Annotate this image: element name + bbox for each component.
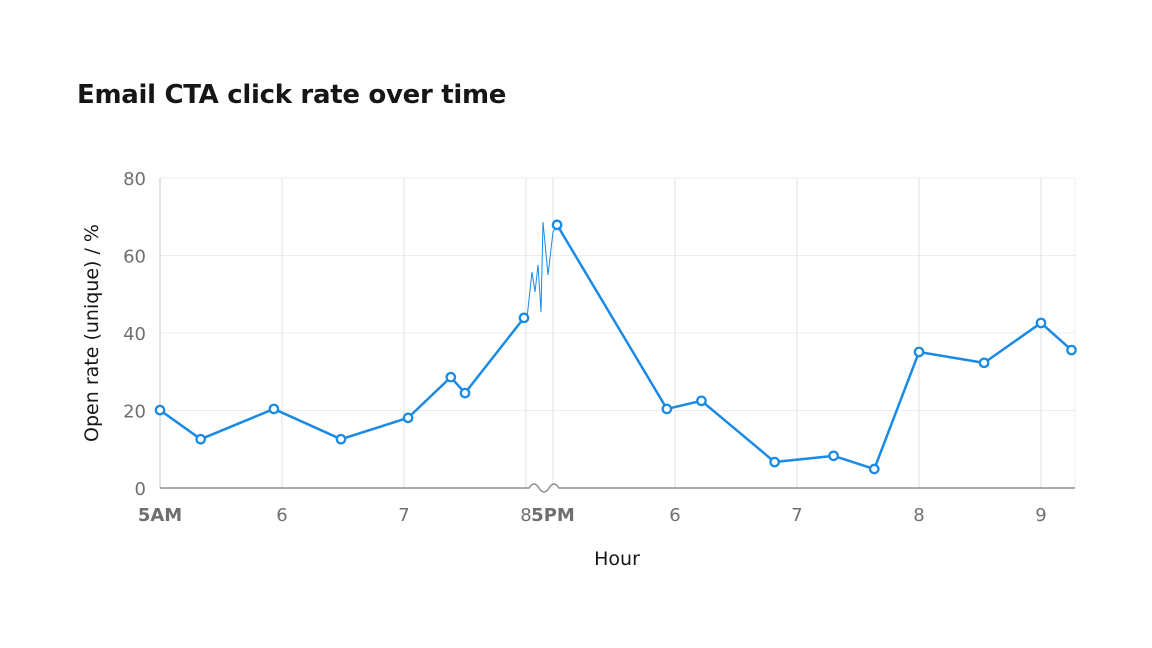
x-axis	[160, 483, 1075, 493]
data-point	[696, 395, 707, 407]
data-point	[868, 463, 880, 475]
x-tick-label: 8	[913, 505, 924, 526]
data-point	[1035, 317, 1047, 329]
x-tick-label: 5AM	[138, 505, 182, 526]
break-indicator	[526, 221, 558, 319]
x-axis-label: Hour	[594, 548, 640, 570]
x-tick-label: 8	[520, 505, 531, 526]
data-point	[518, 312, 530, 324]
y-tick-label: 60	[123, 247, 146, 268]
data-point	[551, 219, 563, 231]
data-point	[402, 412, 414, 424]
x-tick-label: 9	[1035, 505, 1046, 526]
data-point	[335, 433, 347, 445]
data-point	[154, 404, 166, 416]
series-line	[555, 224, 1073, 471]
data-point	[459, 387, 471, 399]
x-tick-label: 6	[276, 505, 287, 526]
data-point	[195, 433, 207, 445]
data-point	[769, 456, 780, 468]
y-tick-label: 0	[135, 479, 146, 500]
data-point	[445, 371, 457, 383]
x-tick-label: 6	[669, 505, 680, 526]
data-point	[268, 403, 280, 415]
data-point	[828, 450, 839, 462]
y-tick-label: 20	[123, 402, 146, 423]
x-tick-label: 5PM	[531, 505, 575, 526]
y-tick-label: 40	[123, 324, 146, 345]
chart-title: Email CTA click rate over time	[77, 80, 507, 110]
series-line	[159, 317, 525, 441]
grid	[160, 177, 1076, 488]
data-point	[1066, 344, 1077, 356]
x-tick-label: 7	[398, 505, 409, 526]
data-point	[913, 346, 925, 358]
x-tick-label: 7	[791, 505, 802, 526]
y-axis-label: Open rate (unique) / %	[81, 224, 103, 442]
y-tick-label: 80	[123, 169, 146, 190]
data-point	[978, 357, 990, 369]
axes	[159, 178, 1075, 493]
series	[154, 219, 1077, 475]
data-point	[661, 403, 673, 415]
